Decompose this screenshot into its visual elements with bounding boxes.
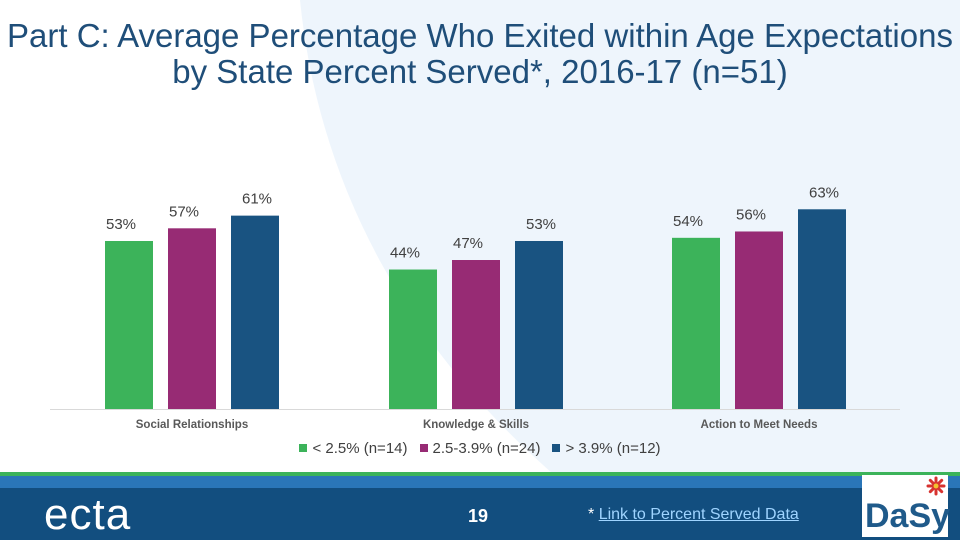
bar: [735, 231, 783, 409]
percent-served-link[interactable]: Link to Percent Served Data: [598, 506, 799, 523]
flower-icon: [926, 476, 946, 496]
category-label: Social Relationships: [136, 419, 248, 431]
dasy-logo-text: DaSy: [865, 497, 951, 535]
legend-swatch: [419, 444, 428, 452]
footer-bar: [0, 488, 960, 540]
legend-label: 2.5-3.9% (n=24): [432, 440, 541, 457]
data-label: 44%: [390, 245, 420, 262]
data-label: 57%: [169, 203, 199, 220]
footer-stripe: [0, 472, 960, 476]
legend-swatch: [299, 444, 308, 452]
bar: [389, 269, 437, 409]
bar: [452, 260, 500, 409]
legend-swatch: [552, 444, 561, 452]
legend-label: < 2.5% (n=14): [312, 440, 408, 457]
page-number: 19: [468, 506, 489, 526]
data-label: 56%: [736, 206, 766, 223]
bar: [672, 237, 720, 409]
legend-label: > 3.9% (n=12): [565, 440, 661, 457]
footer-stripe-light: [0, 476, 960, 488]
bar: [798, 209, 846, 409]
data-label: 53%: [106, 216, 136, 233]
data-label: 63%: [809, 184, 839, 201]
category-label: Knowledge & Skills: [423, 419, 529, 431]
legend-item: < 2.5% (n=14): [299, 440, 408, 457]
legend-item: 2.5-3.9% (n=24): [419, 440, 541, 457]
legend-item: > 3.9% (n=12): [552, 440, 661, 457]
bar: [231, 215, 279, 409]
category-label: Action to Meet Needs: [701, 419, 818, 431]
bar: [515, 240, 563, 409]
data-label: 61%: [242, 191, 272, 208]
legend: < 2.5% (n=14) 2.5-3.9% (n=24) > 3.9% (n=12…: [0, 440, 960, 457]
data-label: 53%: [526, 216, 556, 233]
bar-chart: 53% 57% 61% Social Relationships 44% 47% 53% Kn…: [50, 184, 900, 431]
ecta-logo: ecta: [44, 490, 132, 539]
bar: [105, 240, 153, 409]
data-label: 47%: [453, 235, 483, 252]
footer-note: * Link to Percent Served Data: [588, 506, 799, 523]
data-label: 54%: [673, 213, 703, 230]
dasy-logo: DaSy: [862, 475, 951, 537]
page-title: Part C: Average Percentage Who Exited wi…: [7, 17, 953, 90]
bar: [168, 228, 216, 409]
